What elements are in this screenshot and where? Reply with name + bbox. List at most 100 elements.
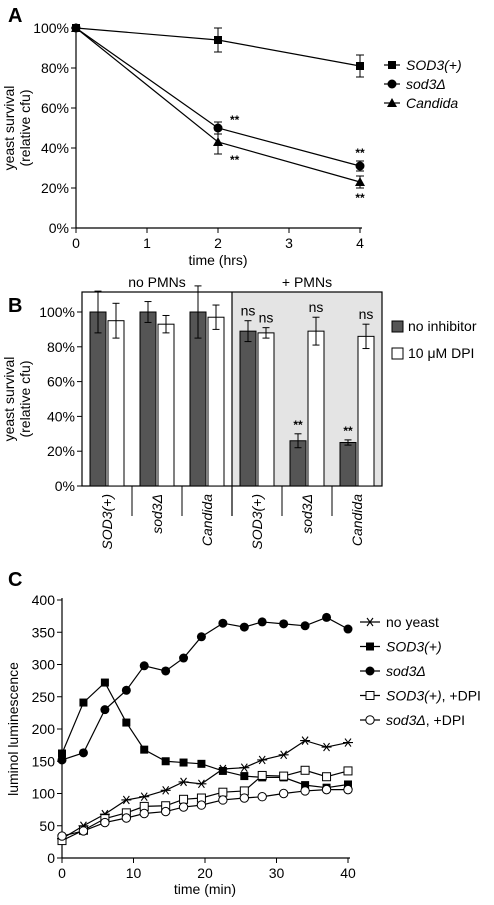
bar-10-m-dpi xyxy=(307,330,325,487)
legend-label-sod3: SOD3(+) xyxy=(386,639,442,655)
legend-marker-sod3 xyxy=(365,666,375,676)
x-tick-label: 0 xyxy=(58,865,66,881)
data-point-no-yeast xyxy=(139,792,150,802)
data-point-sod3 xyxy=(355,161,365,171)
data-point-sod3-dpi xyxy=(78,826,89,836)
data-point-sod3 xyxy=(78,748,88,758)
data-point-sod3 xyxy=(196,632,206,642)
y-tick-label: 0% xyxy=(55,478,75,494)
data-point-sod3 xyxy=(218,766,227,775)
data-point-sod3 xyxy=(214,36,222,44)
legend-label-10-m-dpi: 10 μM DPI xyxy=(408,345,474,361)
y-tick-label: 80% xyxy=(47,339,75,355)
data-point-sod3 xyxy=(300,621,310,631)
data-point-sod3 xyxy=(239,622,249,632)
data-point-sod3 xyxy=(218,618,228,628)
data-point-sod3 xyxy=(343,624,353,634)
chart-a: 0% 20% 40% 60% 80% 100% 0 1 2 3 4 time (hrs) yeast s… xyxy=(1,20,462,268)
y-tick-label: 80% xyxy=(41,60,69,76)
y-tick-label: 400 xyxy=(32,592,56,608)
y-tick-label: 150 xyxy=(32,753,56,769)
data-point-sod3 xyxy=(58,749,66,758)
data-point-sod3-dpi xyxy=(57,831,67,841)
data-point-sod3 xyxy=(161,757,170,766)
data-point-sod3 xyxy=(344,780,352,789)
legend-label-no-yeast: no yeast xyxy=(386,614,439,630)
data-point-no-yeast xyxy=(160,785,171,795)
bar-no-inhibitor xyxy=(339,442,357,487)
data-point-sod3-dpi xyxy=(278,788,289,799)
bar-10-m-dpi xyxy=(357,335,375,487)
data-point-sod3-dpi xyxy=(196,800,207,810)
category-label-sod3: SOD3(+) xyxy=(249,494,265,550)
bar-10-m-dpi xyxy=(257,332,275,487)
x-tick-label: 40 xyxy=(340,865,356,881)
y-axis-label: yeast survival(relative cfu) xyxy=(1,86,33,171)
y-tick-label: 60% xyxy=(47,374,75,390)
legend-label-no-inhibitor: no inhibitor xyxy=(408,318,477,334)
legend-marker-candida xyxy=(387,98,397,107)
data-point-sod3-dpi xyxy=(257,792,267,802)
y-tick-label: 350 xyxy=(32,624,56,640)
data-point-sod3-dpi xyxy=(343,766,353,776)
data-point-sod3 xyxy=(179,758,188,767)
bar-no-inhibitor xyxy=(139,311,157,487)
bar-no-inhibitor xyxy=(89,311,107,487)
data-point-sod3 xyxy=(322,612,332,622)
significance-label: ** xyxy=(355,146,365,160)
data-point-sod3-dpi xyxy=(279,771,289,781)
ns-label: ns xyxy=(259,310,274,326)
legend-label-sod3: sod3Δ xyxy=(386,663,426,679)
legend-marker-sod3 xyxy=(388,61,396,69)
data-point-sod3 xyxy=(57,755,67,765)
data-point-no-yeast xyxy=(257,755,268,765)
y-tick-label: 300 xyxy=(32,657,56,673)
chart-b: no PMNs + PMNs 0% 20% 40% 60% 80% 100% yeast sur… xyxy=(1,274,477,550)
data-point-no-yeast xyxy=(196,779,207,789)
y-tick-label: 250 xyxy=(32,689,56,705)
legend-label-sod3: sod3Δ xyxy=(406,76,446,92)
legend-marker-sod3 xyxy=(387,79,397,89)
y-axis-label: yeast survival(relative cfu) xyxy=(1,357,33,442)
data-point-sod3 xyxy=(79,698,88,707)
data-point-no-yeast xyxy=(278,750,289,760)
legend-marker-no-yeast xyxy=(365,617,375,627)
data-point-sod3 xyxy=(161,666,171,676)
y-tick-label: 50 xyxy=(39,818,55,834)
group-label-pmns: + PMNs xyxy=(282,274,332,290)
x-tick-label: 1 xyxy=(143,235,151,251)
x-axis-label: time (hrs) xyxy=(188,252,247,268)
data-point-candida xyxy=(355,177,365,186)
data-point-no-yeast xyxy=(321,742,332,752)
data-point-sod3 xyxy=(100,678,109,687)
legend-label-sod3-dpi: SOD3(+), +DPI xyxy=(386,688,481,704)
y-tick-label: 200 xyxy=(32,721,56,737)
group-label-no-pmns: no PMNs xyxy=(128,274,186,290)
data-point-sod3-dpi xyxy=(321,784,332,795)
data-point-sod3-dpi xyxy=(239,793,250,803)
data-point-sod3 xyxy=(140,745,149,754)
data-point-sod3-dpi xyxy=(257,770,267,780)
y-tick-label: 0 xyxy=(47,850,55,866)
panel-letter-a: A xyxy=(8,5,22,27)
data-point-sod3 xyxy=(100,705,110,715)
significance-label: ** xyxy=(230,113,240,127)
ns-label: ns xyxy=(359,306,374,322)
data-point-sod3 xyxy=(356,62,364,70)
bar-10-m-dpi xyxy=(157,323,175,487)
y-tick-label: 20% xyxy=(41,180,69,196)
x-tick-label: 30 xyxy=(269,865,285,881)
legend-marker-sod3-dpi xyxy=(365,691,375,700)
data-point-no-yeast xyxy=(178,777,189,787)
panel-letter-c: C xyxy=(8,569,22,591)
data-point-sod3 xyxy=(240,772,249,781)
y-tick-label: 0% xyxy=(49,220,69,236)
data-point-no-yeast xyxy=(239,763,250,773)
data-point-sod3-dpi xyxy=(121,813,132,823)
data-point-candida xyxy=(213,137,223,146)
pmns-region-background xyxy=(232,292,382,486)
data-point-sod3 xyxy=(179,653,189,663)
y-tick-label: 100% xyxy=(39,304,75,320)
y-tick-label: 40% xyxy=(41,140,69,156)
